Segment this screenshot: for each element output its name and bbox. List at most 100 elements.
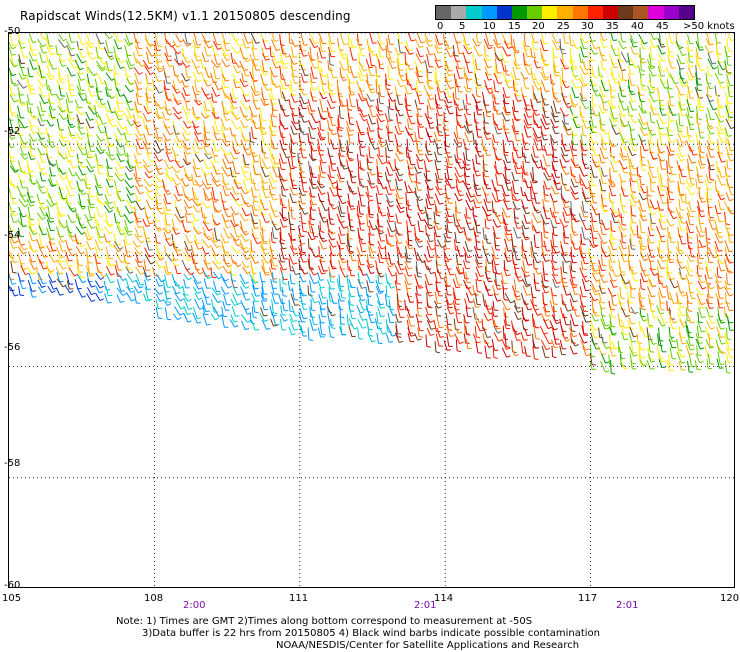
wind-barb-flag — [602, 198, 606, 199]
wind-barb — [515, 220, 517, 228]
wind-barb — [541, 160, 543, 169]
wind-barb-flag — [505, 152, 509, 153]
wind-barb-flag — [488, 79, 492, 80]
wind-barb-flag — [670, 259, 674, 260]
wind-barb — [668, 154, 669, 167]
wind-barb — [27, 101, 29, 112]
wind-barb-flag — [245, 219, 249, 221]
wind-barb-flag — [420, 154, 424, 155]
wind-barb — [465, 241, 468, 251]
wind-barb — [417, 159, 419, 168]
wind-barb-flag — [440, 194, 444, 196]
wind-barb-flag — [546, 124, 550, 125]
wind-barb-flag — [14, 101, 18, 103]
wind-barb — [47, 187, 49, 197]
wind-barb-flag — [477, 189, 481, 190]
wind-barb — [501, 61, 504, 72]
wind-barb-flag — [348, 246, 352, 247]
wind-barb — [28, 39, 31, 50]
wind-barb-flag — [236, 87, 240, 88]
wind-barb — [641, 60, 642, 71]
wind-barb-flag — [43, 84, 46, 86]
wind-barb-flag — [323, 248, 327, 249]
wind-barb-flag — [217, 44, 221, 45]
wind-barb-flag — [497, 226, 501, 227]
wind-barb — [117, 88, 120, 97]
wind-barb — [30, 126, 34, 134]
wind-barb — [563, 33, 564, 43]
wind-barb — [583, 119, 586, 128]
wind-barb-flag — [33, 69, 37, 70]
wind-barb-flag — [438, 228, 442, 230]
wind-barb-flag — [73, 167, 77, 169]
wind-barb — [592, 88, 597, 97]
wind-barb — [9, 107, 12, 116]
legend-swatch — [588, 6, 603, 19]
wind-barb — [46, 200, 51, 207]
wind-barb-flag — [673, 217, 677, 219]
wind-barb — [11, 80, 16, 87]
wind-barb-flag — [81, 79, 85, 80]
wind-barb-flag — [448, 81, 452, 82]
wind-barb-flag — [161, 257, 165, 258]
wind-barb — [715, 233, 719, 243]
wind-barb-flag — [538, 167, 542, 168]
wind-barb-flag — [225, 129, 229, 130]
wind-barb-flag — [477, 45, 481, 47]
wind-barb-flag — [681, 63, 685, 64]
legend-swatch — [542, 6, 557, 19]
wind-barb-flag — [352, 177, 356, 178]
wind-barb — [454, 214, 456, 226]
wind-barb — [473, 213, 476, 225]
wind-barb-flag — [504, 62, 508, 63]
wind-barb-flag — [602, 112, 606, 113]
wind-barb-flag — [178, 200, 182, 202]
wind-barb-flag — [295, 101, 299, 102]
wind-barb-flag — [428, 80, 432, 81]
wind-barb-flag — [273, 126, 277, 127]
wind-barb-flag — [651, 242, 655, 243]
wind-barb-flag — [623, 248, 627, 249]
wind-barb-flag — [80, 138, 84, 140]
wind-barb — [455, 193, 459, 201]
wind-barb-flag — [382, 163, 386, 165]
wind-barb-flag — [487, 60, 491, 61]
wind-barb — [621, 68, 623, 81]
wind-barb-flag — [285, 100, 289, 101]
legend-swatch — [664, 6, 679, 19]
wind-barb-flag — [574, 186, 578, 187]
wind-barb-flag — [387, 85, 391, 86]
wind-barb-flag — [392, 231, 396, 232]
wind-barb-flag — [567, 215, 571, 216]
wind-barb — [214, 119, 217, 131]
wind-barb — [428, 214, 429, 225]
wind-barb-flag — [594, 85, 598, 86]
wind-barb-flag — [714, 257, 718, 258]
wind-barb-flag — [34, 55, 38, 56]
wind-barb — [715, 205, 717, 213]
wind-barb-flag — [721, 130, 725, 131]
wind-barb — [408, 152, 411, 165]
wind-barb — [251, 240, 252, 251]
wind-barb-flag — [90, 119, 94, 120]
wind-barb — [651, 33, 654, 40]
wind-map[interactable] — [8, 32, 735, 588]
wind-barb — [173, 66, 175, 76]
wind-barb-flag — [246, 48, 250, 49]
wind-barb — [270, 192, 274, 200]
wind-barb — [104, 234, 107, 242]
wind-barb — [164, 160, 169, 169]
wind-barb-flag — [641, 232, 645, 233]
wind-barb — [707, 188, 708, 199]
wind-barb — [30, 60, 34, 70]
wind-barb-flag — [33, 231, 37, 232]
wind-barb — [213, 140, 216, 151]
wind-barb-flag — [149, 223, 153, 224]
wind-barb-flag — [167, 210, 171, 211]
wind-barb-flag — [225, 80, 229, 81]
wind-barb-flag — [671, 121, 675, 122]
wind-barb-flag — [254, 156, 258, 157]
wind-barb-flag — [170, 161, 174, 162]
wind-barb — [57, 247, 62, 258]
wind-barb-flag — [720, 82, 724, 83]
